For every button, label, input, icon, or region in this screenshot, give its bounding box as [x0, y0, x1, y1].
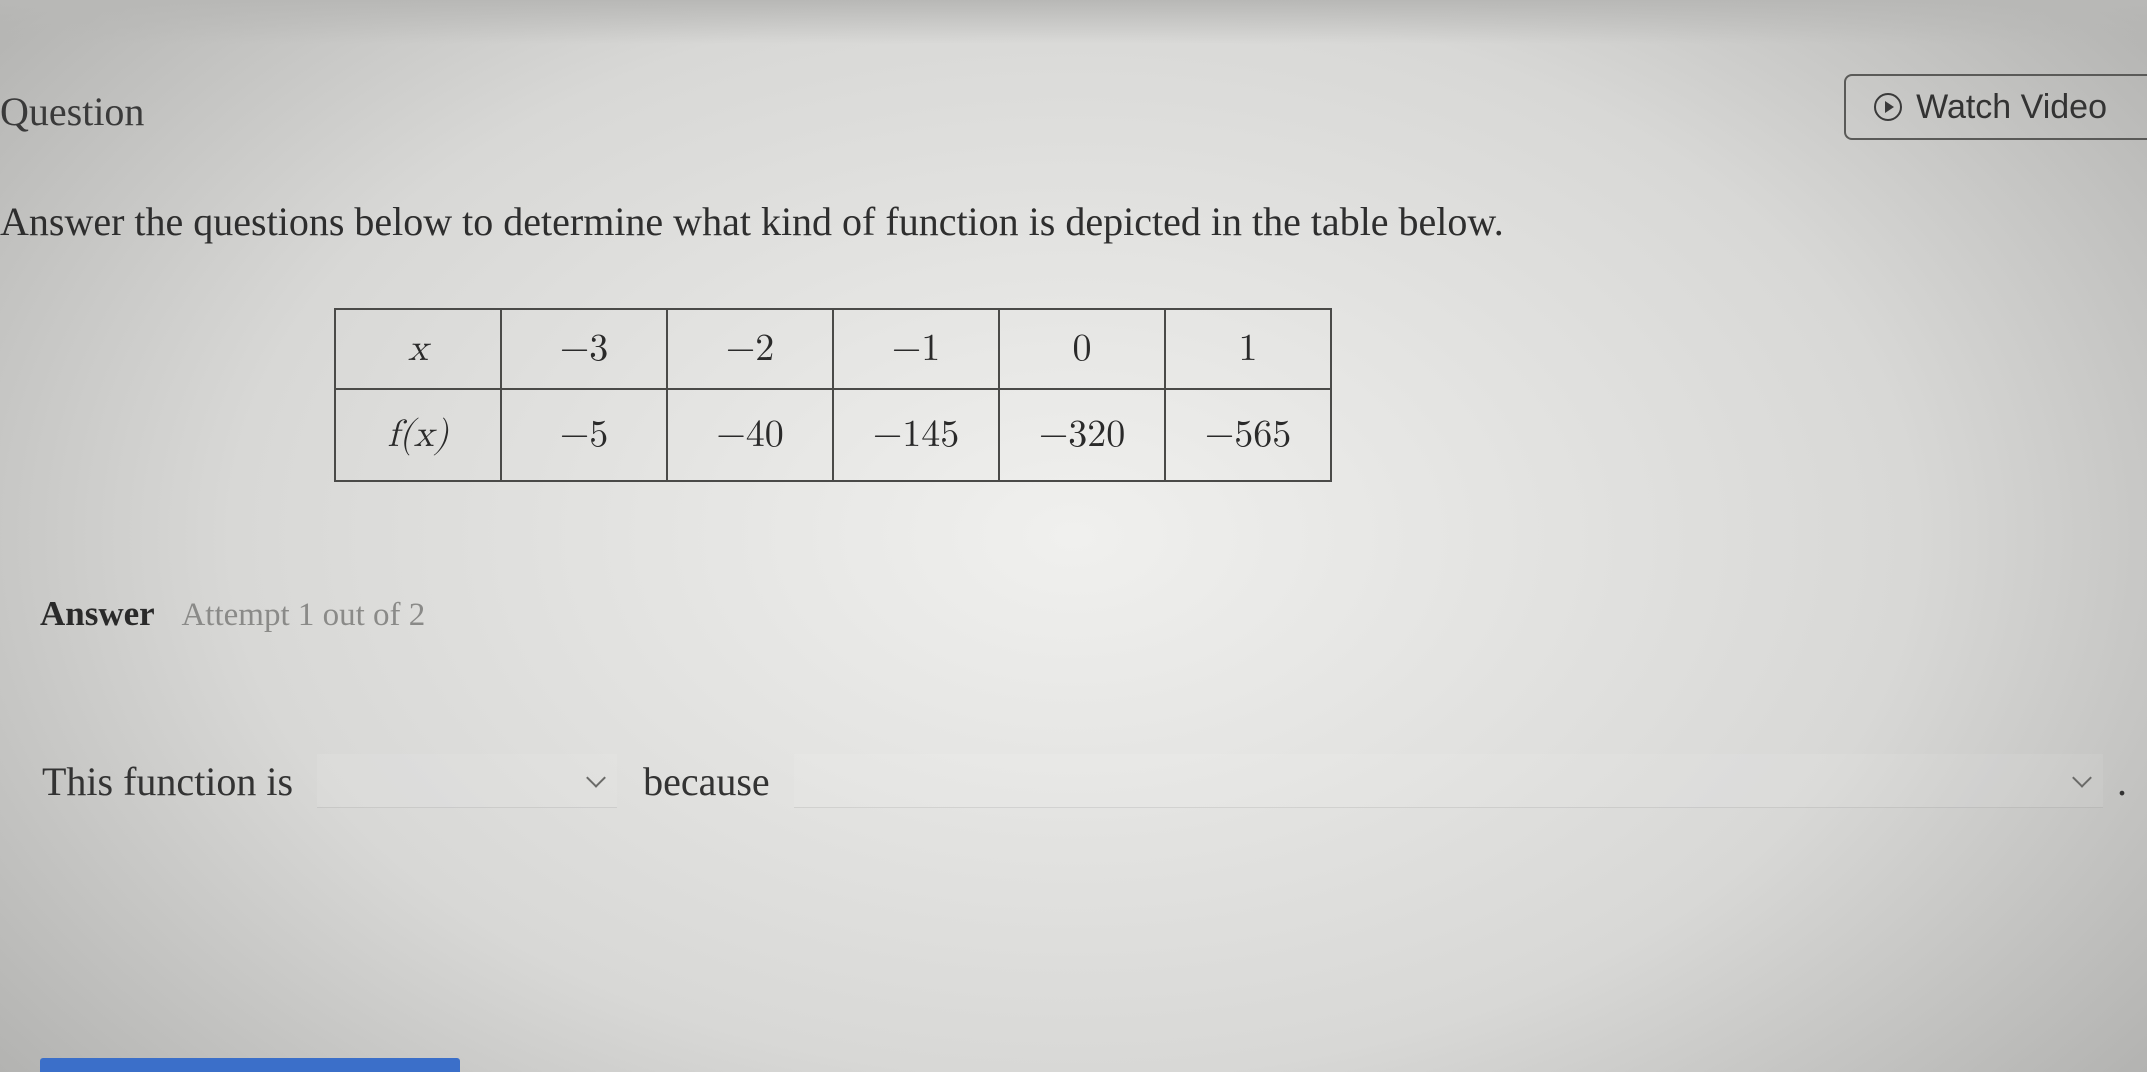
chevron-down-icon — [2071, 768, 2093, 790]
table-row: f(x) −5 −40 −145 −320 −565 — [335, 389, 1331, 481]
reason-dropdown[interactable] — [794, 754, 2103, 808]
header-row: Question Watch Video — [0, 88, 2147, 148]
sentence-middle: because — [643, 758, 770, 805]
sentence-prefix: This function is — [42, 758, 293, 805]
row-label-x: x — [335, 309, 501, 389]
fx-cell: −320 — [999, 389, 1165, 481]
bottom-accent-bar — [40, 1058, 460, 1072]
table-row: x −3 −2 −1 0 1 — [335, 309, 1331, 389]
chevron-down-icon — [585, 768, 607, 790]
watch-video-button[interactable]: Watch Video — [1844, 74, 2147, 140]
fx-cell: −40 — [667, 389, 833, 481]
fx-cell: −565 — [1165, 389, 1331, 481]
x-cell: −2 — [667, 309, 833, 389]
fx-cell: −5 — [501, 389, 667, 481]
answer-heading-row: Answer Attempt 1 out of 2 — [40, 594, 425, 634]
fx-cell: −145 — [833, 389, 999, 481]
watch-video-label: Watch Video — [1916, 88, 2107, 127]
answer-label: Answer — [40, 594, 155, 633]
x-cell: −3 — [501, 309, 667, 389]
question-heading: Question — [0, 88, 144, 135]
prompt-text: Answer the questions below to determine … — [0, 198, 1504, 245]
row-label-fx: f(x) — [335, 389, 501, 481]
sentence-period: . — [2117, 758, 2127, 805]
top-shadow-band — [0, 0, 2147, 44]
x-cell: 1 — [1165, 309, 1331, 389]
function-type-dropdown[interactable] — [317, 754, 617, 808]
attempt-text: Attempt 1 out of 2 — [181, 597, 425, 633]
x-cell: 0 — [999, 309, 1165, 389]
x-cell: −1 — [833, 309, 999, 389]
function-table: x −3 −2 −1 0 1 f(x) −5 −40 −145 −320 −56… — [334, 308, 1332, 482]
play-icon — [1874, 93, 1902, 121]
answer-sentence: This function is because . — [42, 754, 2127, 808]
